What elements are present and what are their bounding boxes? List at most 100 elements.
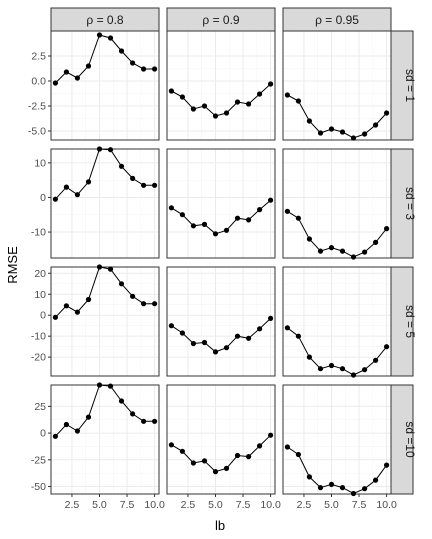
data-point	[130, 175, 136, 181]
series-line	[55, 34, 155, 84]
panel-border	[166, 30, 276, 141]
data-point	[118, 398, 125, 404]
data-point	[96, 382, 103, 388]
series-line	[171, 318, 271, 353]
y-tick-label: -5.0	[28, 126, 46, 138]
data-point	[257, 207, 263, 213]
data-point	[52, 433, 59, 439]
data-point	[295, 333, 301, 339]
data-point	[201, 339, 208, 346]
y-tick-label: -2.5	[28, 101, 46, 113]
data-point	[96, 264, 103, 270]
data-point	[295, 98, 301, 104]
data-point	[107, 266, 114, 272]
series-line	[287, 94, 387, 139]
data-point	[52, 196, 59, 202]
data-point	[246, 454, 252, 460]
data-point	[201, 221, 208, 227]
panel-border	[166, 266, 276, 377]
data-point	[234, 215, 241, 221]
row-strip-label: sd = 3	[403, 187, 417, 220]
data-point	[179, 448, 185, 454]
y-tick-label: -50	[31, 481, 46, 493]
data-point	[268, 81, 274, 87]
y-tick-label: -10	[31, 331, 46, 343]
series-line	[287, 446, 388, 495]
data-point	[350, 254, 357, 260]
data-point	[284, 444, 290, 450]
row-strip	[390, 30, 414, 141]
data-point	[168, 442, 174, 448]
panel-background	[166, 266, 276, 377]
data-point	[246, 217, 252, 223]
y-tick-label: 0.0	[31, 76, 46, 88]
x-tick-label: 10.0	[260, 499, 281, 511]
y-tick-label: 2.5	[31, 51, 46, 63]
data-point	[306, 354, 312, 360]
data-point	[85, 179, 92, 185]
data-point	[190, 340, 196, 347]
data-point	[317, 130, 324, 136]
data-point	[74, 428, 80, 434]
data-point	[328, 481, 335, 487]
panel-background	[50, 384, 160, 495]
data-point	[373, 122, 379, 128]
data-point	[339, 129, 346, 135]
y-axis-title: RMSE	[5, 246, 20, 284]
data-point	[190, 223, 196, 229]
x-tick-label: 5.0	[208, 499, 223, 511]
data-point	[179, 212, 185, 218]
data-point	[362, 249, 368, 255]
x-tick-label: 5.0	[92, 499, 107, 511]
data-point	[223, 227, 230, 233]
data-point	[384, 462, 390, 468]
y-tick-label: 0	[40, 192, 46, 204]
data-point	[201, 458, 208, 464]
data-point	[168, 88, 174, 94]
data-point	[190, 460, 196, 466]
data-point	[118, 48, 125, 54]
data-point	[295, 215, 301, 221]
data-point	[52, 314, 59, 320]
series-line	[171, 199, 271, 235]
data-point	[306, 118, 312, 124]
data-point	[212, 469, 219, 475]
series-line	[287, 327, 387, 376]
panel-border	[50, 384, 160, 495]
data-point	[362, 131, 368, 137]
x-tick-label: 7.5	[352, 499, 367, 511]
y-tick-label: -20	[31, 352, 46, 364]
data-point	[130, 60, 136, 66]
data-point	[201, 103, 208, 109]
data-point	[350, 135, 357, 141]
data-point	[234, 99, 241, 105]
data-point	[328, 126, 335, 132]
y-tick-label: -10	[31, 227, 46, 239]
series-line	[171, 83, 271, 117]
data-point	[284, 208, 290, 214]
data-point	[339, 485, 346, 491]
data-point	[63, 421, 69, 428]
data-point	[212, 231, 219, 237]
row-strip	[390, 266, 414, 377]
data-point	[85, 296, 92, 303]
data-point	[118, 163, 125, 169]
x-tick-label: 2.5	[181, 499, 196, 511]
data-point	[268, 197, 274, 203]
panel-background	[50, 30, 160, 141]
y-tick-label: -25	[31, 454, 46, 466]
data-point	[306, 236, 312, 242]
row-strip-label: sd = 5	[403, 305, 417, 338]
data-point	[234, 333, 241, 339]
data-point	[384, 344, 390, 350]
x-axis-title: lb	[215, 518, 225, 533]
data-point	[107, 35, 114, 41]
panel-background	[50, 148, 160, 259]
x-tick-label: 2.5	[65, 499, 80, 511]
data-point	[141, 301, 147, 307]
data-point	[130, 411, 136, 417]
data-point	[234, 452, 241, 459]
data-point	[212, 113, 219, 119]
y-tick-label: 0	[40, 310, 46, 322]
data-point	[362, 367, 368, 373]
